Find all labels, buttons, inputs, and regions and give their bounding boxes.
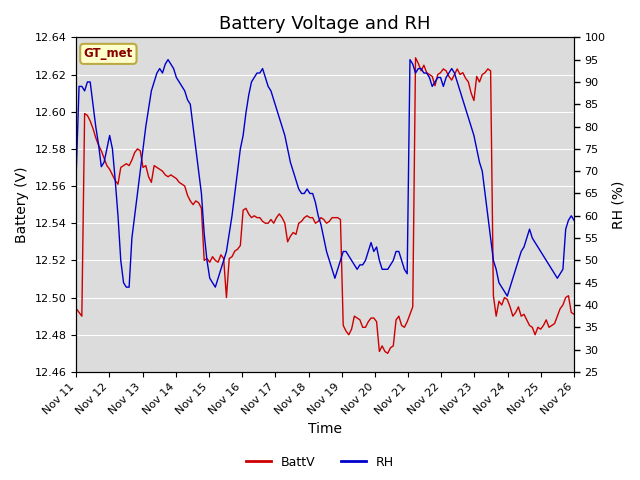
Text: GT_met: GT_met <box>84 48 133 60</box>
Y-axis label: Battery (V): Battery (V) <box>15 167 29 243</box>
Title: Battery Voltage and RH: Battery Voltage and RH <box>220 15 431 33</box>
Legend: BattV, RH: BattV, RH <box>241 451 399 474</box>
Y-axis label: RH (%): RH (%) <box>611 180 625 229</box>
X-axis label: Time: Time <box>308 422 342 436</box>
